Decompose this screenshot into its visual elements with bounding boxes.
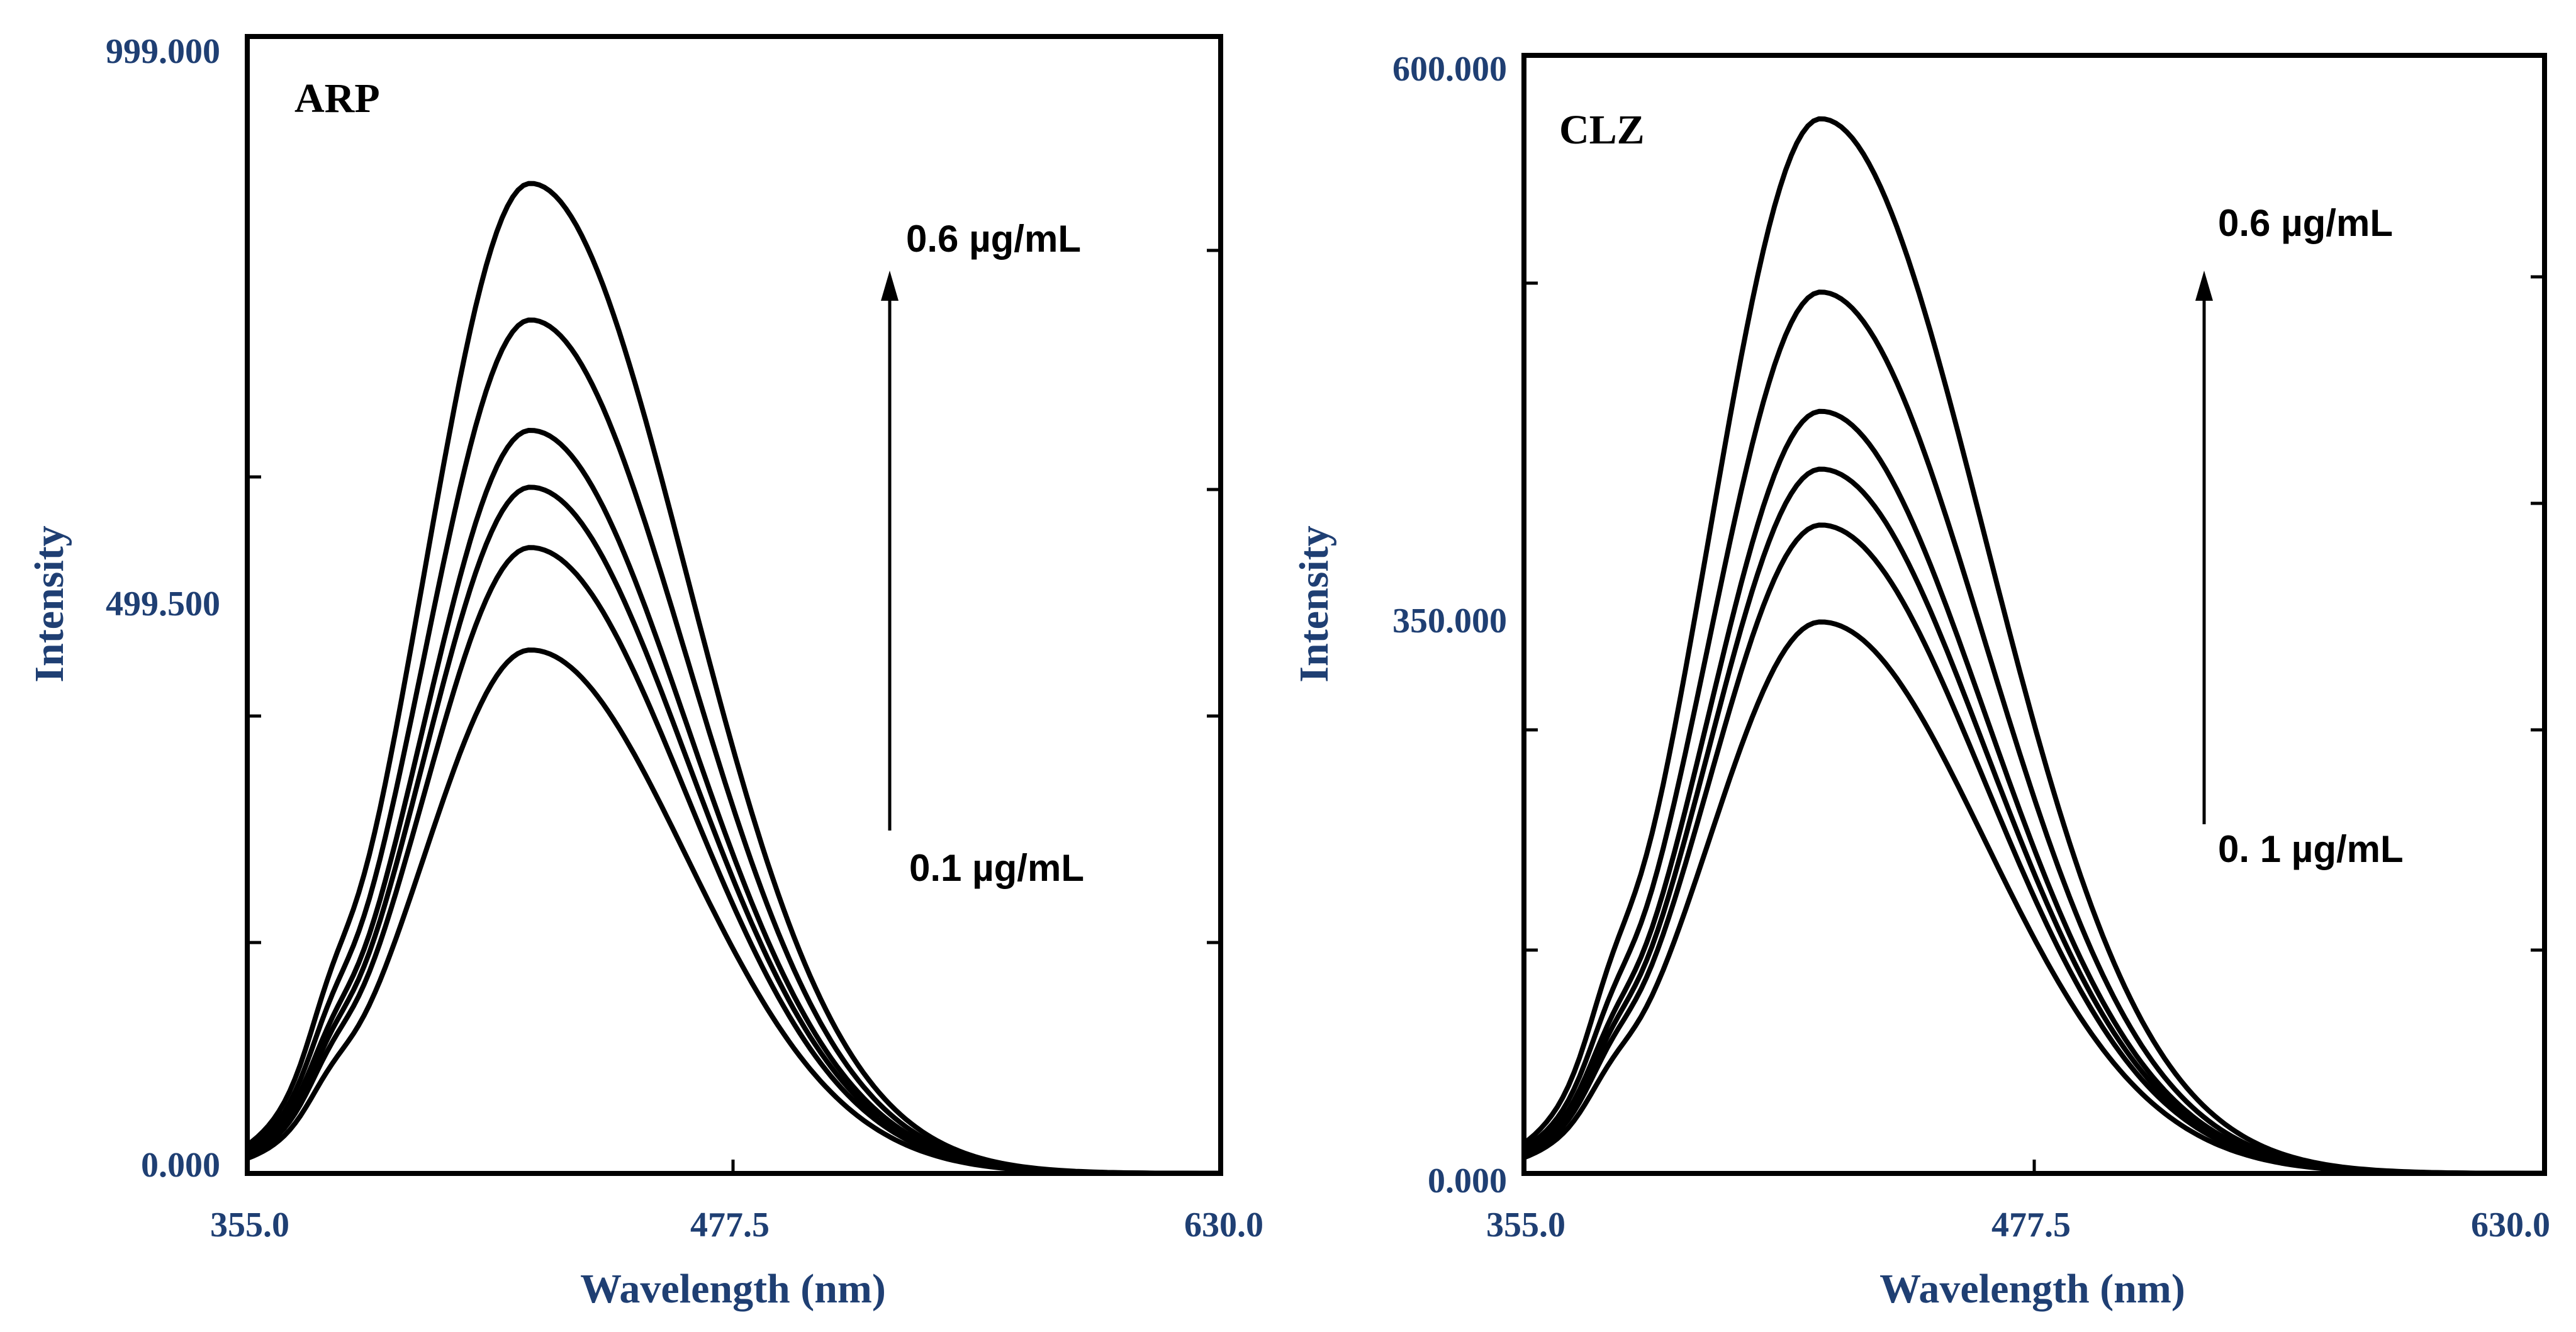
concentration-label-high-clz: 0.6 µg/mL: [2218, 202, 2393, 244]
x-tick-label: 630.0: [2471, 1206, 2550, 1245]
spectrum-curve-arp-3: [246, 484, 1219, 1176]
concentration-label-low-arp: 0.1 µg/mL: [909, 847, 1084, 889]
x-tick-label: 630.0: [1184, 1206, 1263, 1245]
y-tick-label: 600.000: [1392, 50, 1507, 89]
spectrum-curve-clz-3: [1523, 466, 2543, 1176]
x-axis-title-clz: Wavelength (nm): [1879, 1266, 2185, 1312]
x-tick-label: 477.5: [1991, 1206, 2071, 1245]
x-axis-title-arp: Wavelength (nm): [580, 1266, 886, 1312]
spectrum-curve-arp-1: [246, 647, 1219, 1176]
chart-panel-clz: CLZ 0.6 µg/mL 0. 1 µg/mL 600.000 350.000…: [1291, 50, 2550, 1312]
x-tick-label: 477.5: [690, 1206, 770, 1245]
concentration-label-low-clz: 0. 1 µg/mL: [2218, 828, 2404, 870]
y-axis-title-clz: Intensity: [1291, 525, 1337, 682]
panel-title-clz: CLZ: [1559, 107, 1645, 153]
panel-title-arp: ARP: [294, 76, 380, 121]
x-tick-label: 355.0: [210, 1206, 289, 1245]
spectrum-curve-clz-5: [1522, 289, 2543, 1176]
y-tick-label: 499.500: [106, 585, 220, 624]
chart-panel-arp: ARP 0.6 µg/mL 0.1 µg/mL 999.000 499.500 …: [26, 32, 1263, 1312]
y-tick-label: 350.000: [1392, 602, 1507, 641]
y-axis-title-arp: Intensity: [26, 525, 72, 682]
y-tick-label: 0.000: [141, 1146, 220, 1185]
plot-frame-arp: [245, 34, 1223, 1176]
spectrum-curve-arp-6: [245, 181, 1219, 1176]
y-tick-label: 0.000: [1428, 1161, 1507, 1200]
y-tick-label: 999.000: [106, 32, 220, 71]
arrow-head-icon: [2195, 271, 2213, 301]
arrow-head-icon: [881, 271, 899, 301]
x-tick-label: 355.0: [1486, 1206, 1565, 1245]
concentration-label-high-arp: 0.6 µg/mL: [906, 218, 1081, 260]
spectrum-curve-clz-6: [1522, 116, 2543, 1176]
